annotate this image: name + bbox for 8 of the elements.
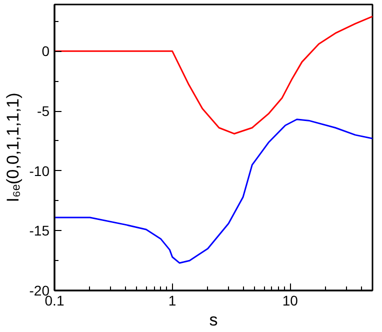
- x-tick-label: 10: [282, 292, 298, 308]
- y-axis-title: I₆ₑ(0,0,1,1,1,1): [3, 92, 22, 202]
- y-tick-label: -10: [29, 162, 50, 179]
- y-tick-label: 0: [42, 43, 50, 60]
- y-tick-label: -15: [29, 222, 50, 239]
- y-tick-label: -5: [37, 103, 50, 119]
- x-axis-title: s: [209, 310, 218, 330]
- x-tick-label: 1: [168, 292, 176, 308]
